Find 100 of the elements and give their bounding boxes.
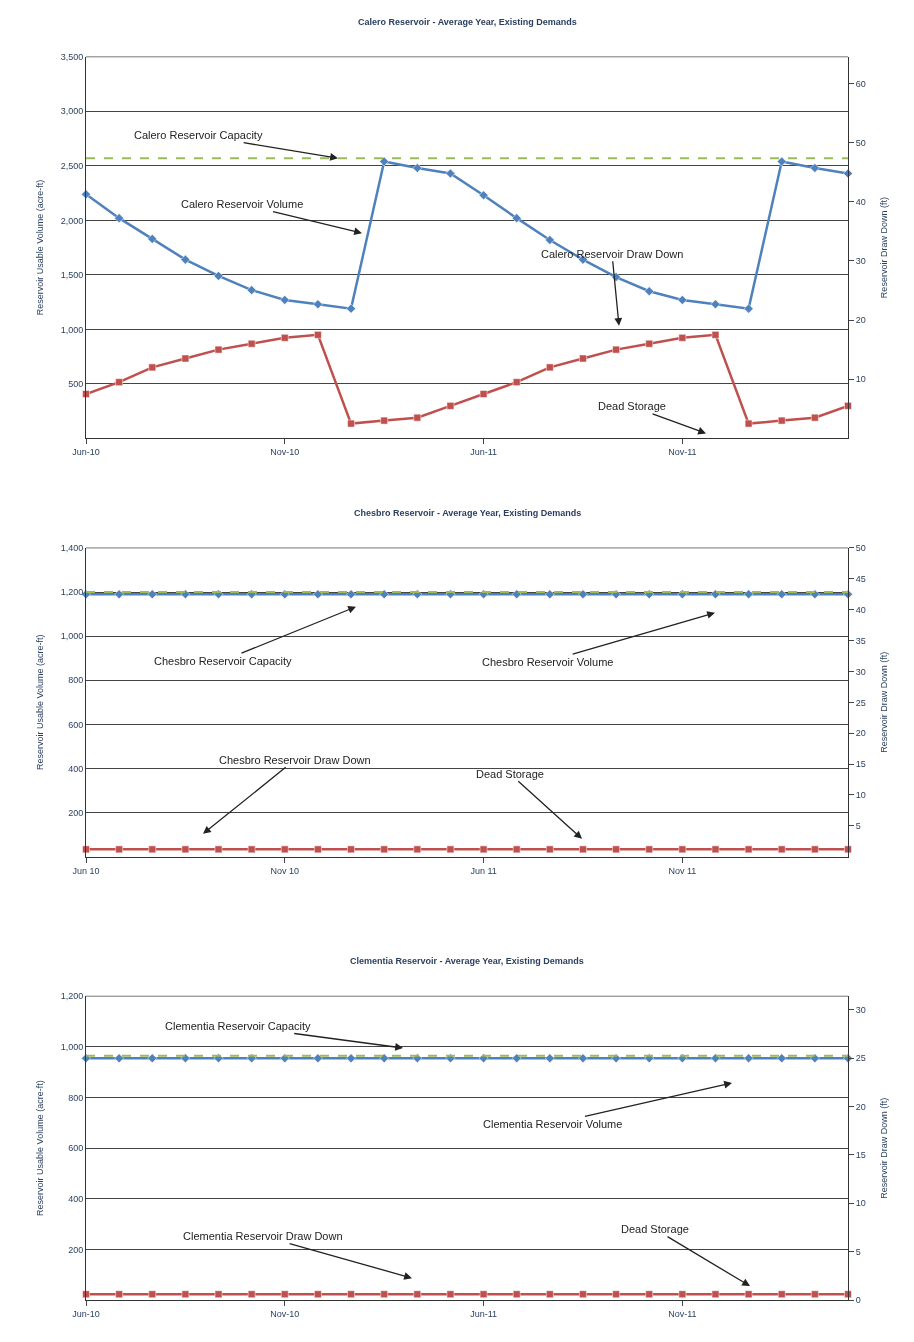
annotation: Calero Reservoir Volume [181,198,304,210]
point [281,334,289,342]
point [180,254,191,265]
point [246,285,257,295]
point [677,295,688,305]
point [645,339,653,348]
x-tick-label: Jun 11 [470,865,497,876]
y-tick-label: 3,000 [60,106,84,117]
y2-tick-label: 0 [855,1295,861,1306]
point [412,163,423,173]
point [843,168,853,179]
chart-title: Clementia Reservoir - Average Year, Existing Demands [350,956,584,966]
point [644,286,655,297]
annotation: Clementia Reservoir Volume [483,1118,623,1130]
y2-tick-label: 30 [855,256,866,267]
point [579,354,587,363]
point [279,295,290,305]
annotation: Clementia Reservoir Capacity [165,1020,311,1032]
y2-tick-label: 50 [855,137,866,148]
y2-tick-label: 5 [855,821,861,832]
chart-title: Chesbro Reservoir - Average Year, Existing Demands [354,508,582,518]
y-axis-title: Reservoir Usable Volume (acre-ft) [35,634,46,771]
y2-axis-title: Reservoir Draw Down (ft) [878,197,889,299]
y2-tick-label: 40 [855,604,866,615]
y2-tick-label: 25 [855,1053,866,1064]
y-tick-label: 2,000 [60,215,84,226]
y2-tick-label: 15 [855,759,866,770]
annotation: Calero Reservoir Capacity [134,129,263,141]
y-tick-label: 1,000 [60,631,84,642]
point [82,390,90,398]
point [512,378,521,386]
y-tick-label: 800 [68,675,84,686]
y-axis-title: Reservoir Usable Volume (acre-ft) [35,1080,46,1216]
y-tick-label: 600 [68,719,84,730]
point [546,363,554,372]
point [777,416,786,425]
annotation: Chesbro Reservoir Volume [482,656,614,668]
point [347,419,355,428]
annotation: Clementia Reservoir Draw Down [183,1230,343,1242]
x-tick-label: Jun-11 [470,1308,497,1319]
point [314,331,322,339]
annotation: Chesbro Reservoir Capacity [154,655,293,667]
y2-tick-label: 20 [855,315,866,326]
x-tick-label: Jun-10 [72,1308,100,1319]
chart-title: Calero Reservoir - Average Year, Existing Demands [358,17,577,27]
x-tick-label: Jun-10 [72,447,100,458]
y2-tick-label: 40 [855,196,866,207]
point [711,331,720,339]
point [147,234,158,244]
point [379,156,389,167]
y-tick-label: 200 [68,1244,84,1255]
point [811,413,819,422]
y2-tick-label: 10 [855,790,866,801]
point [743,303,754,314]
y2-tick-label: 30 [855,666,866,677]
point [478,190,489,201]
y2-tick-label: 10 [855,1198,866,1209]
y-tick-label: 600 [68,1143,84,1154]
y2-tick-label: 15 [855,1150,866,1161]
y2-tick-label: 20 [855,728,866,739]
y-tick-label: 200 [68,807,84,818]
y-tick-label: 1,000 [60,324,84,335]
annotation: Chesbro Reservoir Draw Down [219,754,371,766]
y-tick-label: 1,200 [60,991,84,1002]
point [115,378,123,386]
point [213,271,224,281]
x-tick-label: Nov 10 [270,865,300,876]
point [114,213,124,223]
x-tick-label: Jun 10 [72,865,100,876]
y2-tick-label: 20 [855,1101,866,1112]
point [446,402,455,410]
point [612,345,620,354]
annotation: Dead Storage [621,1223,689,1235]
y2-axis-title: Reservoir Draw Down (ft) [878,1097,889,1199]
point [214,345,223,354]
annotation: Calero Reservoir Draw Down [541,248,684,260]
point [81,189,91,199]
y-tick-label: 2,500 [60,161,84,171]
y-tick-label: 1,200 [60,587,84,598]
y2-tick-label: 25 [855,697,866,708]
point [413,413,422,422]
y2-tick-label: 5 [855,1246,861,1257]
point [810,163,820,173]
point [479,390,488,398]
y-tick-label: 1,000 [60,1042,84,1053]
x-tick-label: Nov-10 [270,447,300,458]
point [776,156,787,167]
point [445,168,456,179]
y2-tick-label: 30 [855,1004,866,1015]
annotation: Dead Storage [598,400,666,412]
point [678,334,687,342]
y-axis-title: Reservoir Usable Volume (acre-ft) [35,179,46,316]
point [511,213,522,223]
point [313,299,323,310]
x-tick-label: Nov 11 [668,865,697,876]
y-tick-label: 800 [68,1092,84,1103]
y2-tick-label: 10 [855,374,866,385]
x-tick-label: Nov-11 [668,447,697,458]
y-tick-label: 1,500 [60,270,84,281]
y-tick-label: 3,500 [60,51,84,62]
